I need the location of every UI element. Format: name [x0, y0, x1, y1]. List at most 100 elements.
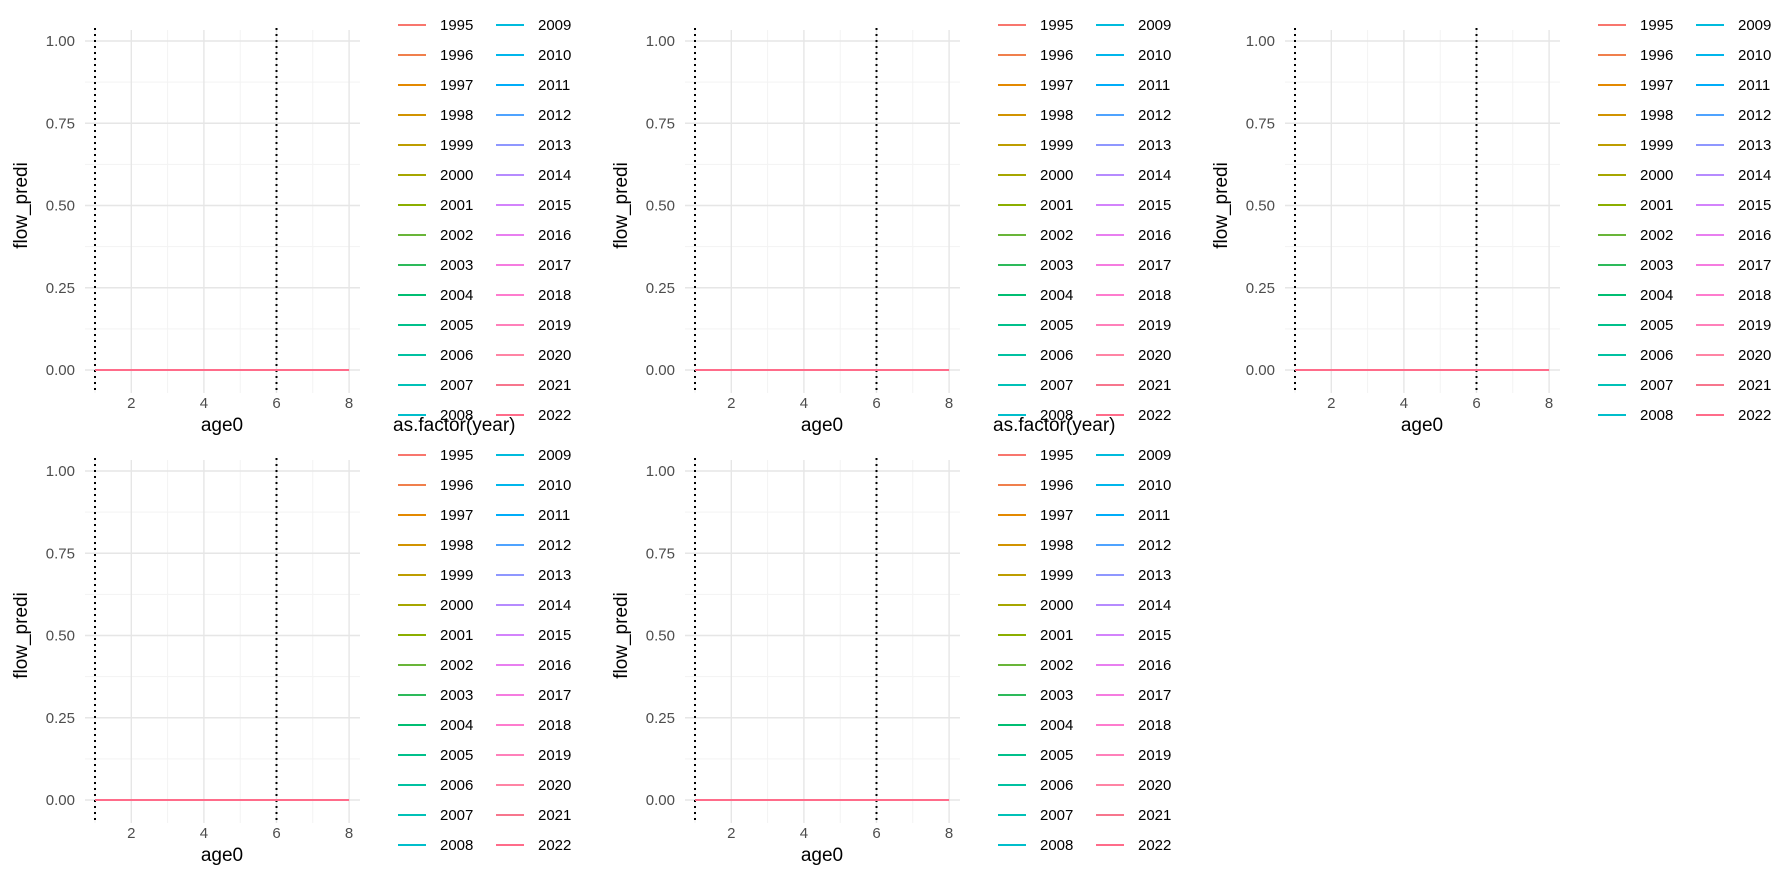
legend: 1995 1996 1997 1998 1999 2000 2001 2002 2003 2004…	[393, 17, 571, 436]
legend-label: 2010	[538, 477, 571, 494]
legend-label: 2007	[440, 807, 473, 824]
legend-label: 2000	[440, 167, 473, 184]
x-tick-label: 4	[1400, 395, 1408, 412]
legend-label: 1995	[440, 447, 473, 464]
legend-label: 2014	[1738, 167, 1771, 184]
legend-label: 1998	[440, 107, 473, 124]
legend-label: 2001	[440, 627, 473, 644]
legend-label: 1999	[1040, 137, 1073, 154]
y-axis-title: flow_predi	[11, 592, 32, 679]
y-tick-label: 1.00	[646, 33, 675, 50]
legend-label: 1998	[440, 537, 473, 554]
legend-label: 1998	[1640, 107, 1673, 124]
x-tick-label: 2	[127, 825, 135, 842]
legend-label: 2008	[1040, 407, 1073, 424]
legend-label: 2009	[538, 17, 571, 34]
legend-label: 1999	[1640, 137, 1673, 154]
y-tick-label: 1.00	[1246, 33, 1275, 50]
y-tick-label: 0.50	[1246, 198, 1275, 215]
legend-label: 2017	[1138, 257, 1171, 274]
legend-label: 2019	[538, 317, 571, 334]
y-tick-label: 0.75	[1246, 115, 1275, 132]
chart-panel-5: 0.00 0.25 0.50 0.75 1.00 2 4 6 8 age0 flow_predi 19…	[611, 447, 1171, 866]
x-tick-label: 6	[872, 825, 880, 842]
legend-label: 2014	[1138, 597, 1171, 614]
legend-label: 2005	[1640, 317, 1673, 334]
legend-label: 2000	[440, 597, 473, 614]
x-tick-label: 6	[1472, 395, 1480, 412]
legend-label: 2007	[440, 377, 473, 394]
legend-label: 2019	[538, 747, 571, 764]
legend-label: 2004	[1040, 287, 1073, 304]
x-tick-label: 8	[1545, 395, 1553, 412]
y-tick-label: 0.00	[46, 362, 75, 379]
legend-label: 2013	[538, 567, 571, 584]
legend-label: 2009	[538, 447, 571, 464]
legend-label: 2003	[1640, 257, 1673, 274]
legend-label: 2018	[538, 717, 571, 734]
y-tick-label: 0.75	[646, 115, 675, 132]
legend-label: 2001	[1040, 197, 1073, 214]
y-axis-title: flow_predi	[1211, 162, 1232, 249]
legend-label: 2004	[1640, 287, 1673, 304]
legend-label: 2012	[538, 537, 571, 554]
legend-title: as.factor(year)	[993, 415, 1115, 436]
legend-label: 1996	[1640, 47, 1673, 64]
legend-label: 1999	[440, 137, 473, 154]
legend-label: 2021	[1738, 377, 1771, 394]
legend-label: 2003	[1040, 257, 1073, 274]
legend-label: 2009	[1738, 17, 1771, 34]
y-tick-label: 0.25	[46, 710, 75, 727]
legend-label: 2005	[440, 317, 473, 334]
legend-label: 2006	[440, 347, 473, 364]
legend-title: as.factor(year)	[393, 415, 515, 436]
legend-label: 2020	[538, 347, 571, 364]
legend-label: 2012	[1138, 107, 1171, 124]
y-tick-label: 0.25	[646, 280, 675, 297]
legend-label: 2020	[1138, 777, 1171, 794]
legend-label: 2004	[440, 717, 473, 734]
y-tick-label: 0.75	[646, 545, 675, 562]
x-tick-label: 8	[345, 395, 353, 412]
x-tick-label: 4	[800, 395, 808, 412]
y-tick-label: 0.00	[646, 792, 675, 809]
x-tick-label: 6	[272, 825, 280, 842]
legend-label: 2001	[440, 197, 473, 214]
x-tick-label: 8	[945, 395, 953, 412]
legend-label: 2008	[1640, 407, 1673, 424]
legend-label: 1997	[1040, 507, 1073, 524]
legend: 1995 1996 1997 1998 1999 2000 2001 2002 2003 2004…	[998, 447, 1171, 854]
legend-label: 2007	[1040, 807, 1073, 824]
legend-label: 2003	[1040, 687, 1073, 704]
legend-label: 2022	[1138, 837, 1171, 854]
x-tick-label: 4	[800, 825, 808, 842]
legend-label: 2015	[1738, 197, 1771, 214]
legend-label: 2006	[1040, 347, 1073, 364]
legend-label: 2004	[440, 287, 473, 304]
legend-label: 2011	[538, 77, 570, 94]
legend-label: 1996	[1040, 47, 1073, 64]
legend-label: 2005	[1040, 747, 1073, 764]
legend-label: 2001	[1040, 627, 1073, 644]
legend-label: 1997	[440, 507, 473, 524]
legend-label: 2013	[1138, 567, 1171, 584]
legend-label: 2000	[1640, 167, 1673, 184]
legend-label: 2006	[440, 777, 473, 794]
y-tick-label: 0.00	[46, 792, 75, 809]
legend-label: 2021	[1138, 807, 1171, 824]
legend-label: 2005	[1040, 317, 1073, 334]
y-axis-title: flow_predi	[11, 162, 32, 249]
legend-label: 2015	[538, 197, 571, 214]
x-tick-label: 4	[200, 395, 208, 412]
chart-panel-4: 0.00 0.25 0.50 0.75 1.00 2 4 6 8 age0 flow_predi 19…	[11, 447, 571, 866]
y-tick-label: 0.00	[1246, 362, 1275, 379]
legend-label: 2015	[1138, 627, 1171, 644]
legend-label: 2007	[1640, 377, 1673, 394]
legend-label: 2009	[1138, 447, 1171, 464]
y-axis-title: flow_predi	[611, 592, 632, 679]
legend-label: 1997	[1040, 77, 1073, 94]
legend: 1995 1996 1997 1998 1999 2000 2001 2002 2003 2004…	[398, 447, 571, 854]
legend-label: 2011	[1138, 507, 1170, 524]
legend-label: 2019	[1138, 747, 1171, 764]
legend-label: 2017	[538, 257, 571, 274]
